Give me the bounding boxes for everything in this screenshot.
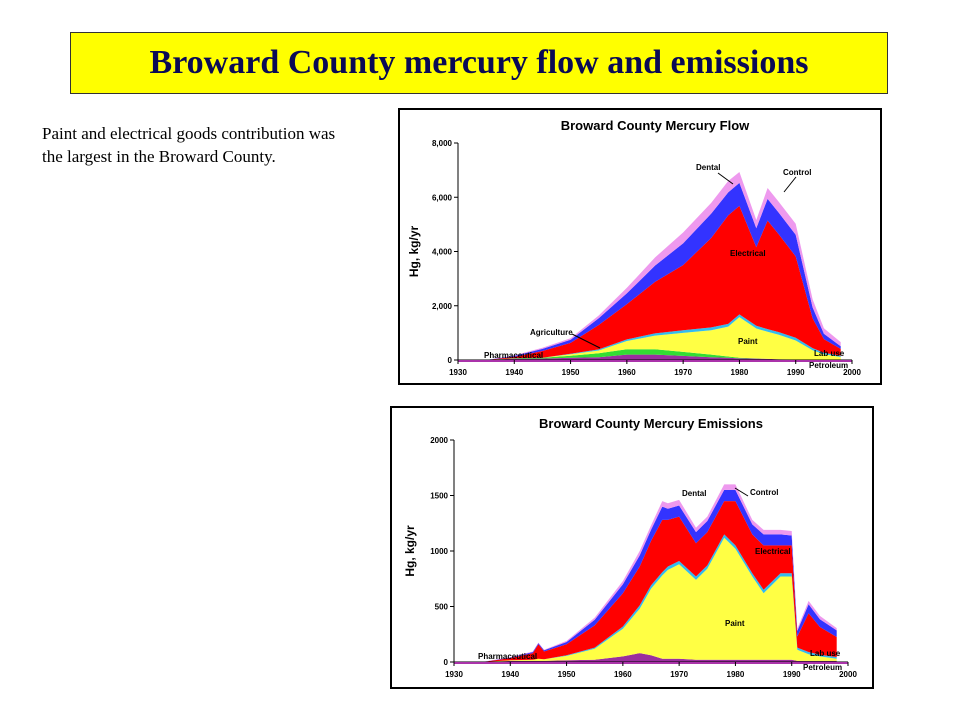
annotation-petroleum: Petroleum bbox=[803, 663, 842, 672]
series-area-lab-use bbox=[454, 534, 837, 662]
x-tick-label: 1960 bbox=[614, 670, 632, 679]
x-tick-label: 1940 bbox=[505, 368, 523, 377]
y-axis-label: Hg, kg/yr bbox=[403, 525, 417, 577]
x-tick-label: 1950 bbox=[562, 368, 580, 377]
chart-title: Broward County Mercury Emissions bbox=[539, 416, 763, 431]
mercury-flow-chart-frame: Broward County Mercury Flow 0 2,000 4,000 6,… bbox=[398, 108, 882, 385]
annotation-control: Control bbox=[750, 488, 778, 497]
annotation-leader-line bbox=[783, 176, 797, 193]
x-tick-label: 1970 bbox=[674, 368, 692, 377]
annotation-dental: Dental bbox=[682, 489, 706, 498]
annotation-pharmaceutical: Pharmaceutical bbox=[484, 351, 543, 360]
y-tick-label: 1500 bbox=[430, 492, 448, 501]
series-area-control bbox=[458, 172, 841, 360]
annotation-electrical: Electrical bbox=[755, 547, 791, 556]
x-tick-label: 1980 bbox=[731, 368, 749, 377]
annotation-agriculture: Agriculture bbox=[530, 328, 573, 337]
x-tick-label: 1980 bbox=[727, 670, 745, 679]
series-area-pharmaceutical bbox=[458, 354, 841, 360]
series-area-electrical bbox=[454, 501, 837, 662]
mercury-emissions-chart: Broward County Mercury Emissions 0 500 1000… bbox=[403, 416, 857, 679]
y-tick-label: 0 bbox=[444, 658, 449, 667]
x-tick-label: 1930 bbox=[445, 670, 463, 679]
y-tick-label: 2,000 bbox=[432, 302, 453, 311]
x-tick-label: 2000 bbox=[843, 368, 861, 377]
slide-title-box: Broward County mercury flow and emission… bbox=[70, 32, 888, 94]
annotation-lab-use: Lab use bbox=[810, 649, 841, 658]
x-tick-label: 1990 bbox=[783, 670, 801, 679]
y-tick-label: 8,000 bbox=[432, 139, 453, 148]
x-tick-label: 1970 bbox=[670, 670, 688, 679]
series-area-paint bbox=[454, 537, 837, 662]
x-tick-label: 1930 bbox=[449, 368, 467, 377]
slide-body-text: Paint and electrical goods contribution … bbox=[42, 124, 336, 166]
annotation-petroleum: Petroleum bbox=[809, 361, 848, 370]
y-tick-label: 1000 bbox=[430, 547, 448, 556]
x-tick-label: 1990 bbox=[787, 368, 805, 377]
annotation-paint: Paint bbox=[738, 337, 758, 346]
x-tick-label: 1950 bbox=[558, 670, 576, 679]
y-tick-label: 4,000 bbox=[432, 248, 453, 257]
series-area-agriculture bbox=[458, 349, 841, 360]
series-area-electrical bbox=[458, 205, 841, 360]
annotation-pharmaceutical: Pharmaceutical bbox=[478, 652, 537, 661]
chart-title: Broward County Mercury Flow bbox=[561, 118, 750, 133]
series-area-paint bbox=[458, 317, 841, 360]
annotation-lab-use: Lab use bbox=[814, 349, 845, 358]
y-tick-label: 2000 bbox=[430, 436, 448, 445]
annotation-dental: Dental bbox=[696, 163, 720, 172]
y-tick-label: 6,000 bbox=[432, 193, 453, 202]
mercury-flow-chart: Broward County Mercury Flow 0 2,000 4,000 6,… bbox=[407, 118, 861, 377]
y-tick-label: 0 bbox=[448, 356, 453, 365]
x-tick-label: 1940 bbox=[501, 670, 519, 679]
y-axis-label: Hg, kg/yr bbox=[407, 226, 421, 278]
annotation-electrical: Electrical bbox=[730, 249, 766, 258]
slide-title: Broward County mercury flow and emission… bbox=[149, 44, 809, 81]
annotation-leader-line bbox=[717, 172, 734, 185]
y-tick-label: 500 bbox=[435, 603, 449, 612]
mercury-emissions-chart-frame: Broward County Mercury Emissions 0 500 1000… bbox=[390, 406, 874, 689]
annotation-paint: Paint bbox=[725, 619, 745, 628]
annotation-control: Control bbox=[783, 168, 811, 177]
annotation-leader-line bbox=[734, 487, 749, 497]
annotation-leader-line bbox=[571, 333, 601, 349]
x-tick-label: 2000 bbox=[839, 670, 857, 679]
series-area-dental bbox=[458, 182, 841, 360]
x-tick-label: 1960 bbox=[618, 368, 636, 377]
series-area-pharmaceutical bbox=[454, 653, 837, 662]
